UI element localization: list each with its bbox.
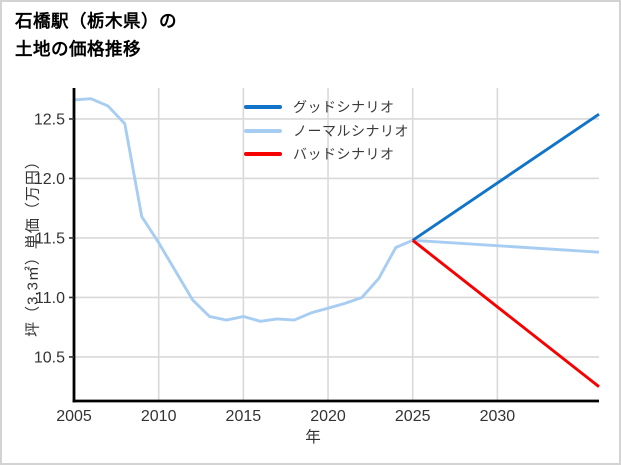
x-tick-label: 2010	[141, 408, 177, 425]
chart-title: 石橋駅（栃木県）の 土地の価格推移	[15, 7, 177, 64]
legend-item-good-scenario: グッドシナリオ	[244, 98, 409, 116]
y-tick-label: 11.5	[35, 230, 65, 247]
legend-line-swatch-good	[244, 105, 282, 109]
y-axis-label: 坪（3.3㎡）単価（万円）	[24, 153, 42, 337]
legend-item-bad-scenario: バッドシナリオ	[244, 145, 409, 163]
y-tick-label: 12.0	[34, 171, 65, 188]
legend-line-swatch-bad	[244, 152, 282, 156]
x-tick-label: 2015	[226, 408, 262, 425]
series-line-good-scenario	[411, 112, 600, 242]
x-tick-label: 2020	[310, 408, 346, 425]
legend-label-bad: バッドシナリオ	[293, 146, 395, 162]
y-tick-label: 12.5	[34, 111, 65, 128]
y-tick-label: 10.5	[34, 349, 65, 366]
chart-title-line2: 土地の価格推移	[15, 39, 141, 60]
x-tick-label: 2025	[395, 408, 431, 425]
legend: グッドシナリオ ノーマルシナリオ バッドシナリオ	[244, 98, 409, 169]
legend-line-swatch-normal	[244, 128, 282, 133]
x-axis-label: 年	[305, 429, 321, 446]
legend-label-normal: ノーマルシナリオ	[293, 122, 409, 139]
x-tick-label: 2030	[480, 408, 516, 425]
series-line-bad-scenario	[411, 239, 600, 388]
chart-title-line1: 石橋駅（栃木県）の	[15, 11, 177, 31]
legend-item-normal-scenario: ノーマルシナリオ	[244, 122, 409, 140]
series-line-normal-scenario	[73, 97, 600, 323]
x-tick-label: 2005	[56, 408, 92, 425]
legend-label-good: グッドシナリオ	[293, 99, 395, 115]
y-tick-label: 11.0	[35, 290, 65, 307]
